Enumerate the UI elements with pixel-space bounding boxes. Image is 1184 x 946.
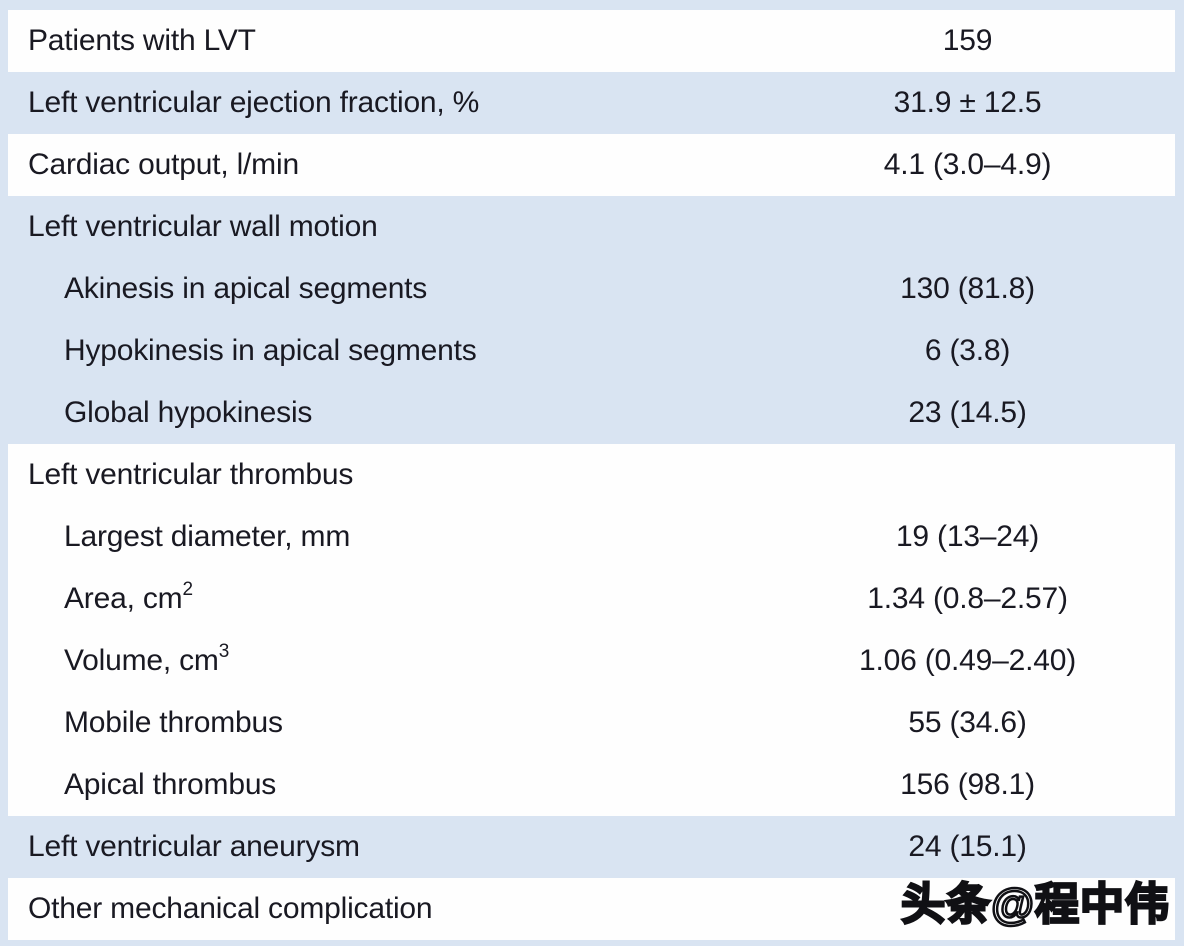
row-value: 130 (81.8) (900, 272, 1035, 305)
row-label: Hypokinesis in apical segments (64, 334, 477, 367)
table-row: Hypokinesis in apical segments 6 (3.8) (8, 320, 1175, 382)
unit-superscript: 3 (218, 641, 230, 662)
row-label: Cardiac output, l/min (28, 148, 299, 181)
table-row: Other mechanical complication (8, 878, 1175, 940)
row-label: Left ventricular aneurysm (28, 830, 360, 863)
row-value: 19 (13–24) (895, 520, 1040, 553)
table-row: Global hypokinesis 23 (14.5) (8, 382, 1175, 444)
table-row: Volume, cm3 1.06 (0.49–2.40) (8, 630, 1175, 692)
row-label: Left ventricular thrombus (28, 458, 354, 491)
row-label: Left ventricular wall motion (28, 210, 378, 243)
table-row: Left ventricular ejection fraction, % 31… (8, 72, 1175, 134)
table-row: Apical thrombus 156 (98.1) (8, 754, 1175, 816)
row-label: Mobile thrombus (64, 706, 283, 739)
table-row: Largest diameter, mm 19 (13–24) (8, 506, 1175, 568)
row-label-text: Volume, cm (64, 644, 219, 677)
row-value: 156 (98.1) (900, 768, 1035, 801)
row-label: Akinesis in apical segments (64, 272, 428, 305)
row-value: 55 (34.6) (908, 706, 1027, 739)
table-row: Left ventricular aneurysm 24 (15.1) (8, 816, 1175, 878)
row-label-text: Area, cm (64, 582, 183, 615)
table-row: Mobile thrombus 55 (34.6) (8, 692, 1175, 754)
row-label: Apical thrombus (64, 768, 277, 801)
row-value: 24 (15.1) (908, 830, 1027, 863)
row-value: 6 (3.8) (924, 334, 1011, 367)
table-row-group-header: Left ventricular thrombus (8, 444, 1175, 506)
row-value: 1.06 (0.49–2.40) (859, 644, 1076, 677)
row-value: 23 (14.5) (908, 396, 1027, 429)
row-value: 1.34 (0.8–2.57) (867, 582, 1068, 615)
row-label: Left ventricular ejection fraction, % (28, 86, 480, 119)
row-label: Area, cm2 (8, 568, 760, 630)
row-label: Other mechanical complication (28, 892, 433, 925)
row-value: 159 (942, 24, 993, 57)
row-label: Patients with LVT (28, 24, 256, 57)
table-row: Cardiac output, l/min 4.1 (3.0–4.9) (8, 134, 1175, 196)
row-label: Volume, cm3 (8, 630, 760, 692)
table-row-group-header: Left ventricular wall motion (8, 196, 1175, 258)
row-value: 31.9 ± 12.5 (893, 86, 1042, 119)
row-label: Global hypokinesis (64, 396, 313, 429)
table-row: Patients with LVT 159 (8, 10, 1175, 72)
table-row: Area, cm2 1.34 (0.8–2.57) (8, 568, 1175, 630)
row-value: 4.1 (3.0–4.9) (883, 148, 1052, 181)
unit-superscript: 2 (182, 579, 194, 600)
table-row: Akinesis in apical segments 130 (81.8) (8, 258, 1175, 320)
patient-characteristics-table: Patients with LVT 159 Left ventricular e… (8, 10, 1175, 940)
row-label: Largest diameter, mm (64, 520, 351, 553)
